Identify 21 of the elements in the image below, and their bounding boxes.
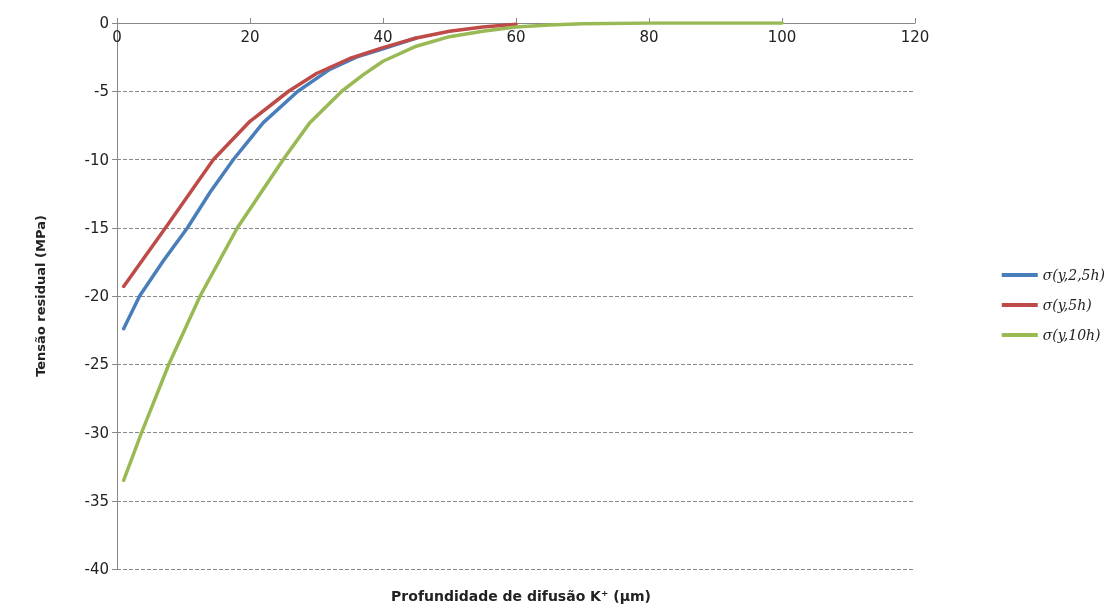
legend-label: σ(y,10h) xyxy=(1042,327,1101,343)
y-tick-label: -35 xyxy=(84,491,109,510)
y-tick-label: 0 xyxy=(99,14,109,32)
y-tick-label: -40 xyxy=(84,560,109,578)
x-tick-label: 100 xyxy=(767,27,797,46)
y-tick-label: -15 xyxy=(84,218,109,237)
y-tick-label: -5 xyxy=(94,82,109,101)
x-tick-label: 80 xyxy=(639,27,659,46)
y-tick-label: -20 xyxy=(84,287,109,305)
x-tick-label: 120 xyxy=(900,27,930,46)
x-tick-label: 60 xyxy=(506,27,526,46)
y-tick-label: -30 xyxy=(84,423,109,442)
y-tick-label: -10 xyxy=(84,150,109,169)
x-tick-label: 0 xyxy=(112,27,122,46)
x-tick-label: 20 xyxy=(240,27,260,46)
y-axis-title: Tensão residual (MPa) xyxy=(33,215,48,377)
legend-label: σ(y,5h) xyxy=(1042,297,1092,313)
x-tick-label: 40 xyxy=(373,27,393,46)
y-tick-label: -25 xyxy=(84,355,109,374)
legend-label: σ(y,2,5h) xyxy=(1042,267,1105,283)
x-axis-title: Profundidade de difusão K⁺ (µm) xyxy=(391,588,651,604)
